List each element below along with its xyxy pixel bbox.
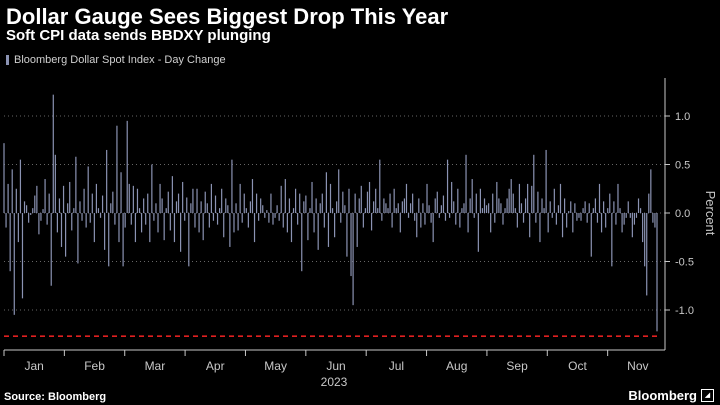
- y-axis-label: Percent: [703, 191, 718, 236]
- x-tick-label: Jan: [25, 359, 44, 373]
- x-tick-label: Feb: [84, 359, 105, 373]
- x-tick-label: Sep: [506, 359, 528, 373]
- y-tick-label: 0.0: [675, 208, 690, 220]
- brand-name: Bloomberg: [628, 388, 697, 403]
- chart-title: Dollar Gauge Sees Biggest Drop This Year: [6, 4, 449, 29]
- brand-logo: Bloomberg ◢: [628, 388, 714, 403]
- source-note: Source: Bloomberg: [4, 391, 107, 403]
- x-tick-label: Jul: [389, 359, 404, 373]
- x-tick-label: May: [264, 359, 287, 373]
- x-tick-label: Oct: [568, 359, 587, 373]
- chart-subtitle: Soft CPI data sends BBDXY plunging: [6, 27, 271, 44]
- x-year-label: 2023: [321, 375, 348, 389]
- y-tick-label: -0.5: [675, 257, 694, 269]
- legend-label: Bloomberg Dollar Spot Index - Day Change: [14, 54, 226, 66]
- x-tick-label: Jun: [326, 359, 345, 373]
- x-tick-label: Aug: [446, 359, 467, 373]
- legend-swatch: [6, 55, 9, 65]
- y-tick-label: 1.0: [675, 111, 690, 123]
- y-tick-label: 0.5: [675, 160, 690, 172]
- x-tick-label: Mar: [145, 359, 166, 373]
- x-tick-label: Apr: [206, 359, 225, 373]
- x-tick-label: Nov: [627, 359, 648, 373]
- legend: Bloomberg Dollar Spot Index - Day Change: [6, 54, 226, 66]
- y-tick-label: -1.0: [675, 305, 694, 317]
- brand-badge-icon: ◢: [701, 389, 714, 402]
